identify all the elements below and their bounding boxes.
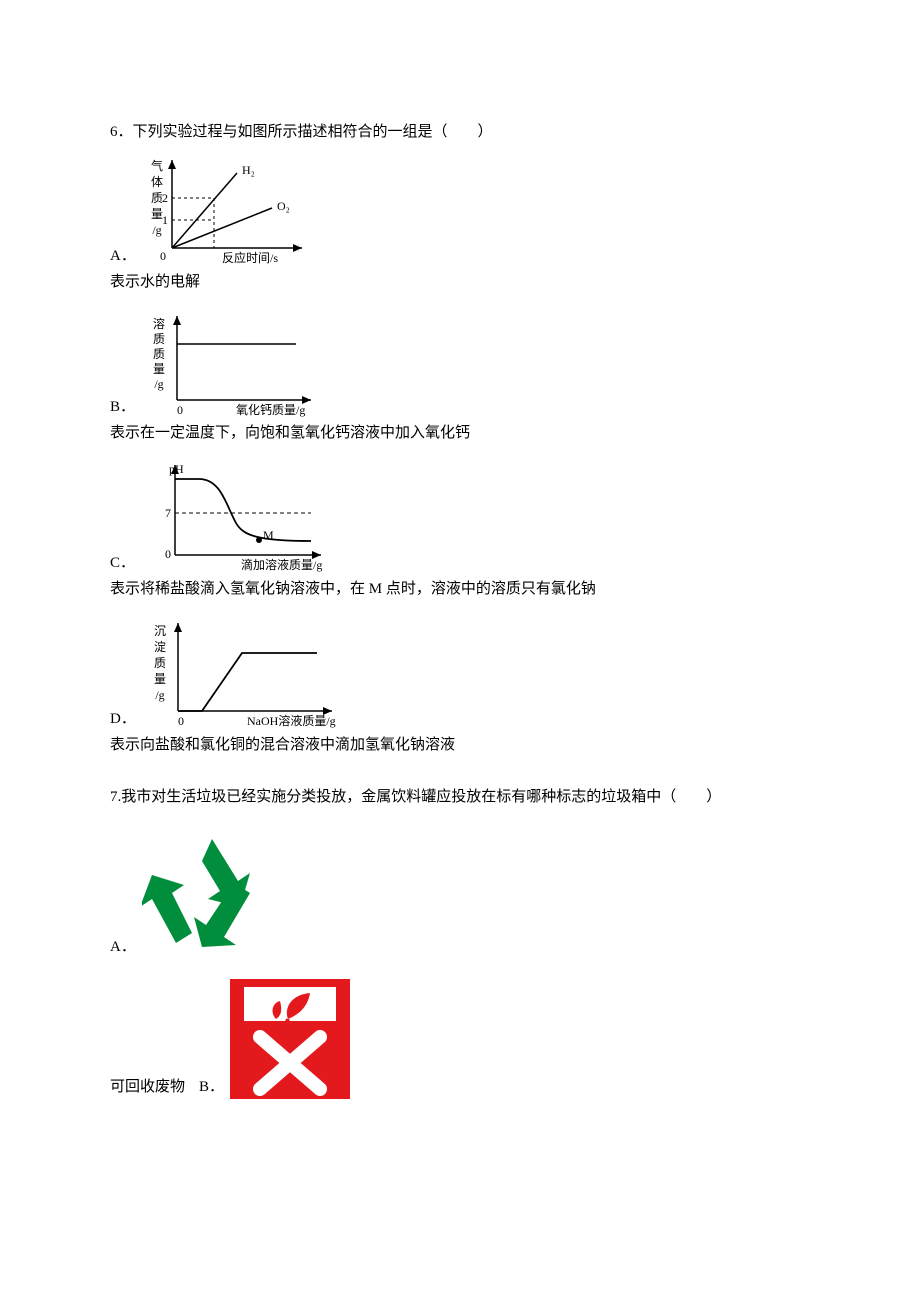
option-label-c: C． [110, 551, 135, 575]
q6-stem: 6．下列实验过程与如图所示描述相符合的一组是（ ） [110, 120, 810, 144]
svg-text:质: 质 [154, 656, 166, 670]
q6-chart-a: 气体质量/g反应时间/s021H₂O₂ [142, 148, 322, 268]
svg-text:淀: 淀 [154, 640, 166, 654]
q7-row-ab: 可回收废物 B． [110, 979, 810, 1099]
svg-text:溶: 溶 [153, 316, 165, 331]
q6-option-c: C． pH 7 0 滴加溶液质量/g M [110, 455, 810, 575]
svg-text:0: 0 [165, 547, 171, 561]
svg-text:7: 7 [165, 506, 171, 520]
q7-stem: 7.我市对生活垃圾已经实施分类投放，金属饮料罐应投放在标有哪种标志的垃圾箱中（ … [110, 785, 810, 809]
svg-text:pH: pH [169, 462, 184, 476]
svg-text:H₂: H₂ [242, 163, 255, 177]
q6-desc-d: 表示向盐酸和氯化铜的混合溶液中滴加氢氧化钠溶液 [110, 733, 810, 757]
q6-chart-d: 沉淀质量/g 0 NaOH溶液质量/g [142, 611, 347, 731]
svg-text:气: 气 [151, 158, 163, 173]
svg-text:1: 1 [162, 213, 168, 227]
svg-text:2: 2 [162, 191, 168, 205]
q7-option-a: A． [110, 833, 810, 959]
svg-text:O₂: O₂ [277, 199, 290, 213]
svg-text:/g: /g [155, 688, 164, 702]
q6-chart-c: pH 7 0 滴加溶液质量/g M [141, 455, 341, 575]
q6-desc-c: 表示将稀盐酸滴入氢氧化钠溶液中，在 M 点时，溶液中的溶质只有氯化钠 [110, 577, 810, 601]
svg-text:M: M [263, 528, 274, 542]
option-label-7b: B． [199, 1075, 224, 1099]
recycle-icon [142, 833, 282, 959]
svg-text:量: 量 [154, 672, 166, 686]
q6-chart-b: 溶质质量/g0氧化钙质量/g [141, 304, 331, 419]
q6-option-a: A． 气体质量/g反应时间/s021H₂O₂ [110, 148, 810, 268]
svg-text:滴加溶液质量/g: 滴加溶液质量/g [241, 557, 322, 572]
svg-text:0: 0 [177, 403, 183, 417]
q6-option-d: D． 沉淀质量/g 0 NaOH溶液质量/g [110, 611, 810, 731]
svg-text:0: 0 [160, 249, 166, 263]
svg-text:/g: /g [152, 223, 161, 237]
svg-text:氧化钙质量/g: 氧化钙质量/g [236, 403, 305, 417]
svg-text:/g: /g [154, 377, 163, 391]
svg-text:0: 0 [178, 714, 184, 728]
svg-text:质: 质 [153, 347, 165, 361]
svg-text:反应时间/s: 反应时间/s [222, 250, 278, 265]
svg-text:量: 量 [153, 362, 165, 376]
option-label-a: A． [110, 244, 136, 268]
option-label-b: B． [110, 395, 135, 419]
svg-text:沉: 沉 [154, 624, 166, 638]
svg-text:体: 体 [151, 175, 163, 189]
q6-desc-a: 表示水的电解 [110, 270, 810, 294]
q7-caption-a: 可回收废物 [110, 1075, 185, 1099]
svg-text:质: 质 [153, 332, 165, 346]
svg-text:NaOH溶液质量/g: NaOH溶液质量/g [247, 713, 336, 728]
q6-option-b: B． 溶质质量/g0氧化钙质量/g [110, 304, 810, 419]
q6-desc-b: 表示在一定温度下，向饱和氢氧化钙溶液中加入氧化钙 [110, 421, 810, 445]
hazard-icon [230, 979, 350, 1099]
option-label-d: D． [110, 707, 136, 731]
option-label-7a: A． [110, 935, 136, 959]
